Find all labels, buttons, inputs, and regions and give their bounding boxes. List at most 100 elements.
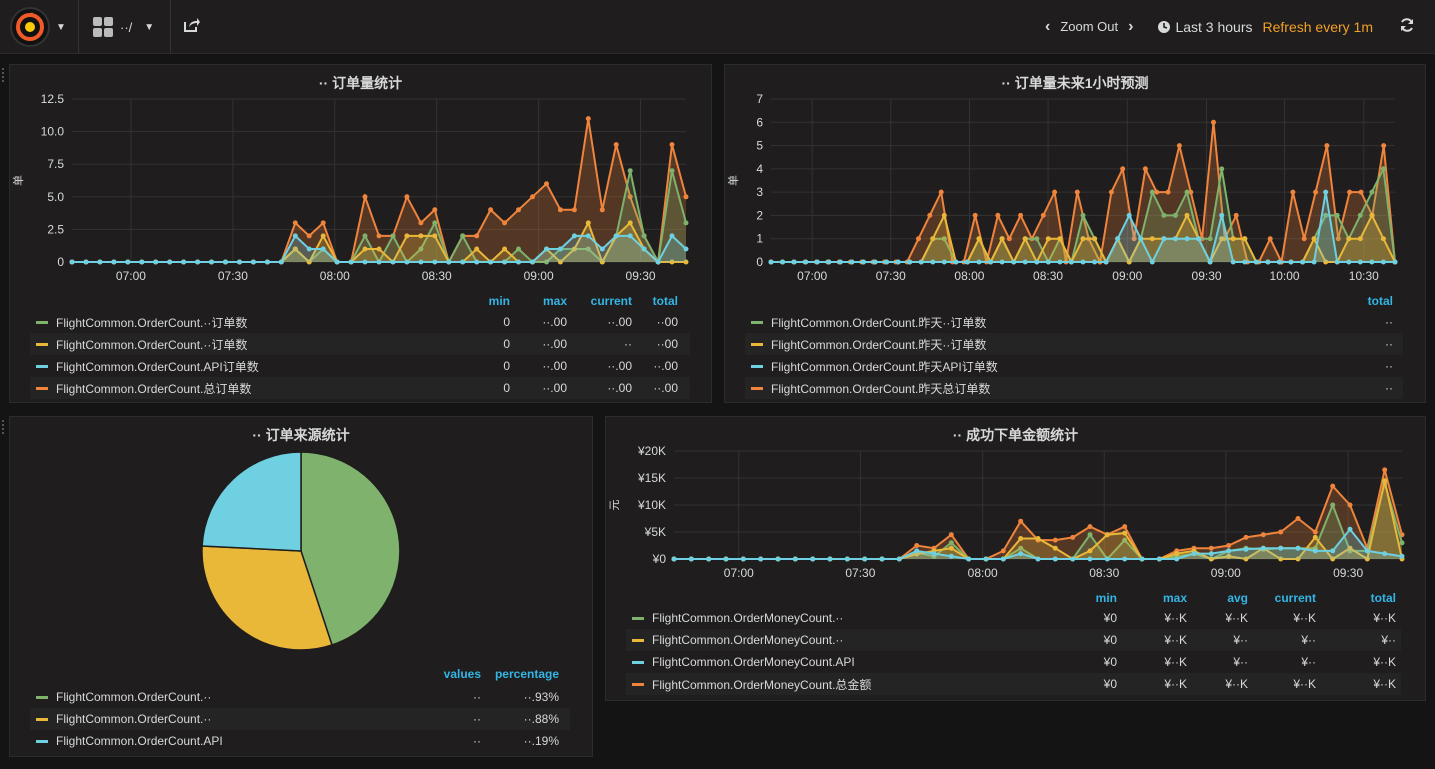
data-point[interactable]: [264, 259, 270, 265]
legend-series-name[interactable]: FlightCommon.OrderMoneyCount.··: [652, 611, 844, 625]
data-point[interactable]: [1300, 259, 1306, 265]
data-point[interactable]: [1034, 259, 1040, 265]
zoom-back-button[interactable]: ‹: [1045, 17, 1051, 35]
data-point[interactable]: [1347, 545, 1353, 551]
data-point[interactable]: [362, 259, 368, 265]
data-point[interactable]: [669, 142, 675, 148]
legend-series-name[interactable]: FlightCommon.OrderMoneyCount.··: [652, 633, 844, 647]
data-point[interactable]: [914, 543, 920, 548]
legend-series-item[interactable]: FlightCommon.OrderCount.昨天··订单数: [745, 311, 1403, 333]
data-point[interactable]: [1295, 545, 1301, 551]
data-point[interactable]: [706, 556, 712, 562]
data-point[interactable]: [1313, 189, 1319, 195]
legend-column-header-avg[interactable]: avg: [1227, 591, 1248, 605]
data-point[interactable]: [941, 259, 947, 265]
data-point[interactable]: [306, 259, 312, 265]
legend-series-item[interactable]: FlightCommon.OrderMoneyCount.API: [626, 651, 1401, 673]
series-color-swatch[interactable]: [36, 695, 48, 699]
data-point[interactable]: [791, 259, 797, 265]
series-color-swatch[interactable]: [36, 320, 48, 324]
data-point[interactable]: [1267, 236, 1273, 242]
data-point[interactable]: [334, 259, 340, 265]
legend-series-name[interactable]: FlightCommon.OrderCount.··: [56, 712, 212, 726]
legend-series-item[interactable]: FlightCommon.OrderMoneyCount.··: [626, 629, 1401, 651]
data-point[interactable]: [948, 545, 954, 551]
data-point[interactable]: [181, 259, 187, 265]
data-point[interactable]: [432, 233, 438, 239]
data-point[interactable]: [544, 259, 549, 265]
data-point[interactable]: [320, 246, 326, 252]
data-point[interactable]: [1330, 483, 1336, 489]
data-point[interactable]: [837, 259, 843, 265]
data-point[interactable]: [1070, 556, 1076, 562]
data-point[interactable]: [292, 246, 298, 252]
legend-column-header-min[interactable]: min: [1095, 591, 1117, 605]
data-point[interactable]: [1087, 532, 1093, 538]
data-point[interactable]: [1265, 259, 1271, 265]
data-point[interactable]: [1369, 212, 1375, 218]
data-point[interactable]: [1045, 236, 1051, 242]
data-point[interactable]: [683, 194, 689, 200]
data-point[interactable]: [1253, 259, 1259, 265]
data-point[interactable]: [557, 259, 563, 265]
data-point[interactable]: [599, 259, 605, 265]
data-point[interactable]: [895, 259, 901, 265]
data-point[interactable]: [1115, 236, 1121, 242]
data-point[interactable]: [167, 259, 173, 265]
data-point[interactable]: [1149, 236, 1155, 242]
data-point[interactable]: [860, 259, 866, 265]
data-point[interactable]: [1243, 546, 1249, 552]
data-point[interactable]: [390, 259, 396, 265]
data-point[interactable]: [1219, 212, 1225, 218]
data-point[interactable]: [995, 212, 1001, 218]
data-point[interactable]: [125, 259, 131, 265]
data-point[interactable]: [1174, 556, 1180, 562]
data-point[interactable]: [1052, 556, 1058, 562]
series-color-swatch[interactable]: [36, 364, 48, 368]
data-point[interactable]: [1243, 534, 1249, 540]
data-point[interactable]: [1104, 556, 1110, 562]
data-point[interactable]: [516, 207, 521, 213]
data-point[interactable]: [516, 246, 521, 252]
data-point[interactable]: [1380, 236, 1386, 242]
data-point[interactable]: [792, 556, 798, 562]
series-color-swatch[interactable]: [36, 739, 48, 743]
legend-series-name[interactable]: FlightCommon.OrderCount.总订单数: [56, 381, 252, 396]
legend-series-item[interactable]: FlightCommon.OrderCount.··: [30, 708, 570, 730]
data-point[interactable]: [627, 220, 633, 226]
data-point[interactable]: [460, 233, 466, 239]
data-point[interactable]: [1000, 548, 1006, 554]
legend-series-item[interactable]: FlightCommon.OrderCount.昨天总订单数: [745, 377, 1403, 399]
data-point[interactable]: [641, 233, 647, 239]
data-point[interactable]: [1174, 551, 1180, 557]
data-point[interactable]: [446, 259, 452, 265]
data-point[interactable]: [1092, 236, 1098, 242]
data-point[interactable]: [1346, 236, 1352, 242]
data-point[interactable]: [948, 532, 954, 538]
data-point[interactable]: [983, 556, 989, 562]
data-point[interactable]: [306, 246, 312, 252]
panel-title[interactable]: ·· 订单来源统计: [252, 427, 350, 443]
data-point[interactable]: [1230, 259, 1236, 265]
data-point[interactable]: [418, 220, 424, 226]
data-point[interactable]: [418, 233, 424, 239]
data-point[interactable]: [930, 236, 936, 242]
data-point[interactable]: [585, 116, 591, 122]
data-point[interactable]: [376, 233, 382, 239]
data-point[interactable]: [1018, 545, 1024, 551]
data-point[interactable]: [599, 207, 605, 213]
legend-column-header-current[interactable]: current: [1274, 591, 1316, 605]
refresh-interval-label[interactable]: Refresh every 1m: [1262, 18, 1373, 35]
legend-series-name[interactable]: FlightCommon.OrderCount.昨天··订单数: [771, 337, 987, 352]
series-color-swatch[interactable]: [751, 342, 763, 346]
data-point[interactable]: [1324, 143, 1330, 149]
data-point[interactable]: [1070, 534, 1076, 540]
data-point[interactable]: [1131, 236, 1137, 242]
legend-series-item[interactable]: FlightCommon.OrderMoneyCount.总金额: [626, 673, 1401, 695]
data-point[interactable]: [1087, 524, 1093, 530]
data-point[interactable]: [1018, 551, 1024, 557]
data-point[interactable]: [1087, 556, 1093, 562]
data-point[interactable]: [1357, 259, 1363, 265]
data-point[interactable]: [1068, 259, 1074, 265]
data-point[interactable]: [814, 259, 820, 265]
